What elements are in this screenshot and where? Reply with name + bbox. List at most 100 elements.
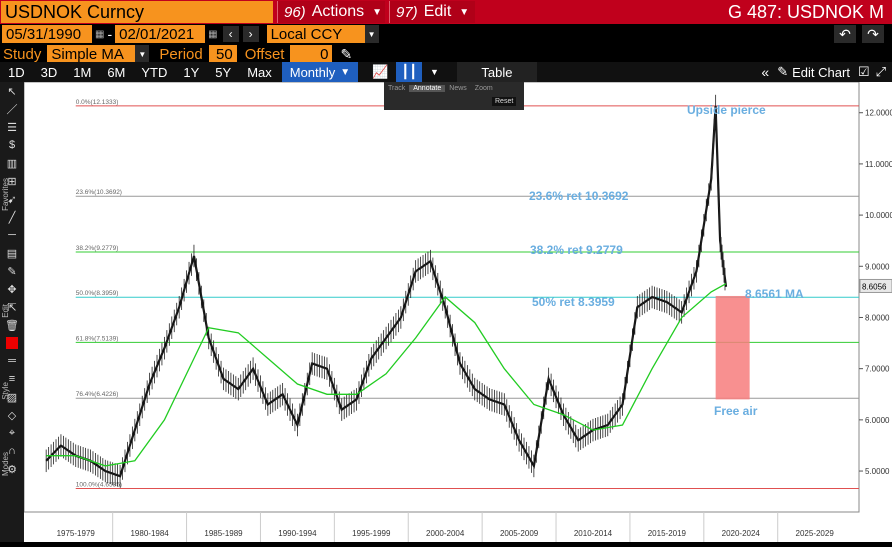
- x-tick-label: 1975-1979: [57, 529, 96, 538]
- fib-level-label: 76.4%(6.4226): [76, 391, 119, 398]
- offset-input[interactable]: 0: [290, 45, 333, 63]
- calendar-icon[interactable]: ▦: [95, 28, 105, 40]
- pencil-icon[interactable]: ✎: [340, 45, 353, 62]
- fib-level-label: 61.8%(7.5139): [76, 335, 119, 342]
- range-button-6m[interactable]: 6M: [107, 64, 126, 80]
- range-button-max[interactable]: Max: [247, 64, 272, 80]
- fib-level-label: 23.6%(10.3692): [76, 189, 122, 196]
- x-tick-label: 2000-2004: [426, 529, 465, 538]
- range-button-1y[interactable]: 1Y: [183, 64, 200, 80]
- edit-menu[interactable]: 97) Edit ▼: [389, 1, 475, 23]
- y-tick-label: 5.0000: [865, 467, 890, 476]
- study-select[interactable]: Simple MA: [47, 45, 136, 63]
- security-field[interactable]: USDNOK Curncy: [1, 1, 273, 23]
- price-chart[interactable]: 1975-1979 1980-1984 1985-1989 1990-1994 1995…: [23, 81, 892, 542]
- edit-box-icon[interactable]: ☑: [857, 64, 870, 79]
- edit-chart-button[interactable]: ✎ Edit Chart: [773, 62, 854, 82]
- crosshair-icon[interactable]: ⌖: [8, 426, 16, 439]
- y-tick-label: 11.0000: [865, 160, 892, 169]
- line-width-icon[interactable]: ≡: [8, 373, 16, 385]
- reset-button[interactable]: Reset: [492, 97, 517, 106]
- annotate-item-annotate[interactable]: Annotate: [409, 85, 446, 92]
- line-chart-icon[interactable]: 📈: [372, 64, 389, 79]
- actions-menu[interactable]: 96) Actions ▼: [277, 1, 385, 23]
- offset-label: Offset: [244, 45, 285, 63]
- study-dropdown-button[interactable]: ▼: [135, 45, 150, 63]
- x-tick-label: 2020-2024: [722, 529, 761, 538]
- shape-tool-icon[interactable]: ◇: [7, 409, 17, 422]
- frequency-value: Monthly: [289, 64, 336, 80]
- range-button-1m[interactable]: 1M: [73, 64, 92, 80]
- chevron-down-icon: ▼: [340, 66, 351, 78]
- start-date-field[interactable]: 05/31/1990: [2, 25, 92, 43]
- chevron-down-icon: ▼: [459, 6, 470, 18]
- dollar-tool-icon[interactable]: $: [8, 139, 16, 151]
- annotate-item-zoom[interactable]: Zoom: [474, 85, 493, 92]
- last-price-value: 8.6056: [862, 282, 887, 291]
- range-buttons: 1D 3D 1M 6M YTD 1Y 5Y Max: [0, 62, 280, 82]
- range-button-5y[interactable]: 5Y: [215, 64, 232, 80]
- free-air-box: [715, 295, 750, 400]
- actions-num: 96): [284, 3, 306, 21]
- chart-type-dropdown[interactable]: ▼: [430, 67, 439, 77]
- table-button[interactable]: Table: [456, 62, 537, 82]
- period-input[interactable]: 50: [208, 45, 237, 63]
- annotate-toolbar: Track Annotate News Zoom Reset: [384, 82, 524, 110]
- stripes-tool-icon[interactable]: ▤: [6, 247, 18, 260]
- color-swatch-icon[interactable]: [0, 334, 24, 352]
- trash-icon[interactable]: 🗑: [5, 319, 19, 332]
- channel-tool-icon[interactable]: ▥: [6, 157, 18, 170]
- annotation-free-air: Free air: [714, 404, 758, 418]
- fullscreen-icon[interactable]: ⤢: [875, 64, 886, 79]
- hatch-icon[interactable]: ▨: [6, 391, 18, 404]
- currency-dropdown-button[interactable]: ▼: [364, 25, 379, 43]
- range-button-1d[interactable]: 1D: [8, 64, 25, 80]
- range-button-ytd[interactable]: YTD: [141, 64, 168, 80]
- redo-icon[interactable]: ↷: [862, 25, 884, 43]
- y-tick-label: 10.0000: [865, 211, 892, 220]
- study-label: Study: [3, 45, 42, 63]
- date-bar: 05/31/1990 ▦ - 02/01/2021 ▦ ‹ › Local CC…: [0, 24, 892, 44]
- fib-level-label: 0.0%(12.1333): [76, 99, 119, 106]
- text-tool-icon[interactable]: ⊞: [7, 175, 17, 188]
- x-tick-label: 2010-2014: [574, 529, 613, 538]
- edit-chart-label: Edit Chart: [792, 64, 850, 80]
- pen-tool-icon[interactable]: ✎: [7, 265, 17, 278]
- arrow-tool-icon[interactable]: ➹: [7, 193, 17, 206]
- actions-label: Actions: [311, 3, 365, 20]
- x-tick-label: 2005-2009: [500, 529, 539, 538]
- next-period-button[interactable]: ›: [242, 26, 259, 42]
- chart-panel[interactable]: 1975-1979 1980-1984 1985-1989 1990-1994 1995…: [23, 81, 892, 542]
- annotate-item-track[interactable]: Track: [388, 85, 406, 92]
- settings-icon[interactable]: ⚙: [7, 463, 17, 476]
- currency-value: Local CCY: [270, 25, 343, 43]
- end-date-field[interactable]: 02/01/2021: [115, 25, 206, 43]
- range-bar: 1D 3D 1M 6M YTD 1Y 5Y Max Monthly ▼ 📈 ┃┃ ▼ Tabl…: [0, 62, 892, 82]
- x-tick-label: 1995-1999: [352, 529, 391, 538]
- fib-level-label: 50.0%(8.3959): [76, 290, 119, 297]
- undo-icon[interactable]: ↶: [834, 25, 856, 43]
- y-tick-label: 9.0000: [865, 262, 890, 271]
- y-tick-label: 12.0000: [865, 109, 892, 118]
- currency-select[interactable]: Local CCY: [266, 25, 365, 43]
- line-style-icon[interactable]: ═: [8, 355, 16, 367]
- select-tool-icon[interactable]: ⇱: [7, 301, 17, 314]
- collapse-icon[interactable]: «: [761, 64, 770, 80]
- annotate-item-news[interactable]: News: [449, 85, 467, 92]
- line-tool-icon[interactable]: ／: [6, 104, 18, 116]
- drawing-toolbar: ↖ ／ ☰ $ ▥ ⊞ ➹ ╱ ─ ▤ ✎ ✥ ⇱ 🗑 ═ ≡ ▨ ◇ ⌖ ∩ …: [0, 82, 24, 542]
- move-tool-icon[interactable]: ✥: [7, 283, 17, 296]
- x-tick-label: 2025-2029: [796, 529, 835, 538]
- frequency-select[interactable]: Monthly ▼: [281, 62, 359, 82]
- y-tick-label: 8.0000: [865, 313, 890, 322]
- trend-tool-icon[interactable]: ╱: [8, 211, 16, 224]
- magnet-icon[interactable]: ∩: [8, 445, 16, 457]
- range-button-3d[interactable]: 3D: [40, 64, 58, 80]
- horizontal-line-icon[interactable]: ─: [8, 229, 16, 241]
- fibonacci-tool-icon[interactable]: ☰: [7, 121, 17, 134]
- bar-chart-icon[interactable]: ┃┃: [396, 62, 423, 82]
- pointer-icon[interactable]: ↖: [7, 85, 17, 98]
- prev-period-button[interactable]: ‹: [222, 26, 239, 42]
- title-bar: USDNOK Curncy 96) Actions ▼ 97) Edit ▼ G…: [0, 0, 892, 24]
- calendar-icon[interactable]: ▦: [208, 28, 218, 40]
